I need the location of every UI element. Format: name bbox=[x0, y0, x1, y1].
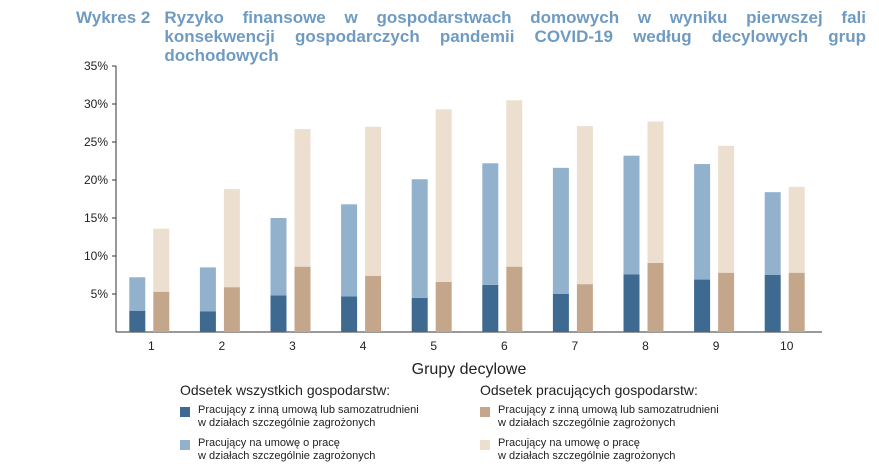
bar-all-employment-contract bbox=[623, 155, 640, 275]
legend-label: Pracujący na umowę o pracę w działach sz… bbox=[198, 437, 376, 462]
x-tick-label: 8 bbox=[642, 339, 649, 353]
chart-title: Wykres 2 Ryzyko finansowe w gospodarstwa… bbox=[76, 8, 866, 65]
y-tick-label: 35% bbox=[84, 59, 108, 73]
bar-all-other-contract bbox=[270, 295, 287, 332]
bar-working-employment-contract bbox=[153, 228, 170, 292]
x-tick-label: 6 bbox=[501, 339, 508, 353]
bar-all-employment-contract bbox=[482, 163, 499, 285]
legend-label: Pracujący z inną umową lub samozatrudnie… bbox=[198, 404, 419, 429]
x-axis-title: Grupy decylowe bbox=[412, 361, 527, 378]
bar-working-other-contract bbox=[294, 266, 311, 332]
legend-heading-working: Odsetek pracujących gospodarstw: bbox=[480, 382, 698, 398]
bar-working-other-contract bbox=[647, 262, 664, 332]
x-tick-label: 7 bbox=[572, 339, 579, 353]
legend-swatch-working-dark bbox=[480, 407, 490, 417]
bar-working-employment-contract bbox=[788, 186, 805, 273]
bar-working-other-contract bbox=[153, 291, 170, 332]
x-tick-label: 10 bbox=[780, 339, 794, 353]
x-tick-label: 4 bbox=[360, 339, 367, 353]
x-tick-label: 2 bbox=[219, 339, 226, 353]
bar-all-other-contract bbox=[341, 296, 358, 332]
bar-working-employment-contract bbox=[294, 129, 311, 267]
y-tick-label: 15% bbox=[84, 211, 108, 225]
legend-working-households: Odsetek pracujących gospodarstw: Pracują… bbox=[480, 382, 719, 470]
bar-all-employment-contract bbox=[341, 204, 358, 297]
legend-swatch-working-light bbox=[480, 440, 490, 450]
bar-working-employment-contract bbox=[576, 126, 593, 285]
legend-all-households: Odsetek wszystkich gospodarstw: Pracując… bbox=[180, 382, 419, 470]
bar-working-other-contract bbox=[365, 275, 382, 332]
legend-heading-all: Odsetek wszystkich gospodarstw: bbox=[180, 382, 391, 398]
bar-all-employment-contract bbox=[694, 164, 711, 280]
bar-working-employment-contract bbox=[435, 109, 452, 282]
bar-working-other-contract bbox=[223, 287, 240, 332]
legend-swatch-all-dark bbox=[180, 407, 190, 417]
x-tick-label: 1 bbox=[148, 339, 155, 353]
bar-working-employment-contract bbox=[365, 126, 382, 276]
bar-all-other-contract bbox=[411, 297, 428, 332]
bar-all-other-contract bbox=[694, 279, 711, 332]
bar-all-employment-contract bbox=[552, 167, 569, 294]
bar-working-employment-contract bbox=[223, 189, 240, 288]
y-tick-label: 10% bbox=[84, 249, 108, 263]
x-tick-label: 9 bbox=[713, 339, 720, 353]
bar-working-employment-contract bbox=[718, 145, 735, 273]
bar-all-employment-contract bbox=[199, 267, 216, 312]
bar-working-other-contract bbox=[576, 284, 593, 332]
chart-title-text: Ryzyko finansowe w gospodarstwach domowy… bbox=[164, 8, 866, 65]
legend-swatch-all-light bbox=[180, 440, 190, 450]
bar-all-other-contract bbox=[199, 311, 216, 332]
bar-all-other-contract bbox=[129, 310, 146, 332]
legend-label: Pracujący na umowę o pracę w działach sz… bbox=[498, 437, 676, 462]
chart-title-label: Wykres 2 bbox=[76, 8, 151, 27]
bar-all-other-contract bbox=[482, 284, 499, 332]
x-tick-label: 5 bbox=[430, 339, 437, 353]
bar-all-other-contract bbox=[552, 294, 569, 332]
legend-item: Pracujący na umowę o pracę w działach sz… bbox=[480, 437, 719, 463]
bar-all-employment-contract bbox=[411, 179, 428, 298]
y-tick-label: 30% bbox=[84, 97, 108, 111]
bar-working-other-contract bbox=[718, 272, 735, 332]
y-tick-label: 25% bbox=[84, 135, 108, 149]
x-tick-label: 3 bbox=[289, 339, 296, 353]
bar-working-other-contract bbox=[506, 266, 523, 332]
bar-all-employment-contract bbox=[270, 218, 287, 296]
legend-item: Pracujący na umowę o pracę w działach sz… bbox=[180, 437, 419, 463]
y-tick-label: 5% bbox=[91, 287, 109, 301]
bar-working-employment-contract bbox=[506, 100, 523, 267]
bar-all-employment-contract bbox=[764, 192, 781, 275]
bar-all-employment-contract bbox=[129, 277, 146, 311]
bar-all-other-contract bbox=[623, 274, 640, 332]
bar-working-employment-contract bbox=[647, 121, 664, 263]
bar-working-other-contract bbox=[435, 281, 452, 332]
legend-item: Pracujący z inną umową lub samozatrudnie… bbox=[480, 404, 719, 430]
y-tick-label: 20% bbox=[84, 173, 108, 187]
bar-all-other-contract bbox=[764, 275, 781, 332]
legend-item: Pracujący z inną umową lub samozatrudnie… bbox=[180, 404, 419, 430]
bar-working-other-contract bbox=[788, 272, 805, 332]
legend-label: Pracujący z inną umową lub samozatrudnie… bbox=[498, 404, 719, 429]
